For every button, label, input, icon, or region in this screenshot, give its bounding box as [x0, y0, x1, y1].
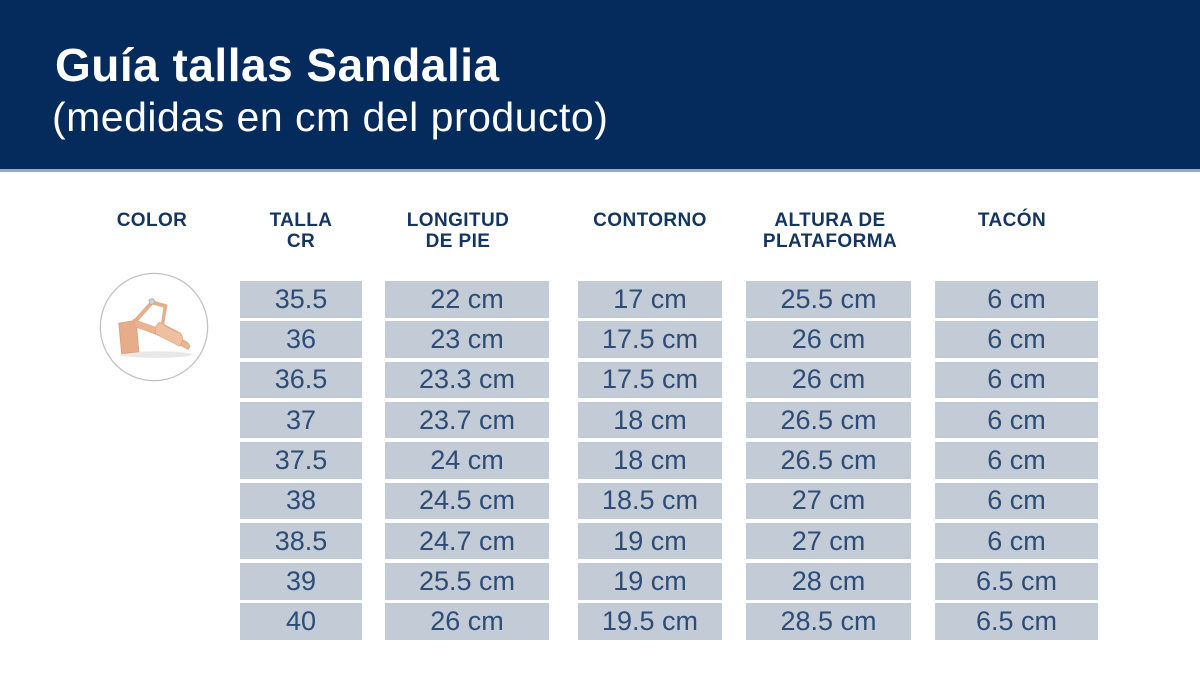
column-header-longitud: LONGITUD DE PIE — [406, 210, 510, 252]
size-cell-row4-col3: 26.5 cm — [746, 442, 911, 479]
page-subtitle: (medidas en cm del producto) — [52, 94, 609, 140]
size-cell-row2-col1: 23.3 cm — [385, 361, 549, 399]
size-cell-row4-col1: 24 cm — [385, 442, 549, 479]
size-cell-row1-col3: 26 cm — [746, 321, 911, 358]
size-cell-row7-col2: 19 cm — [578, 563, 722, 600]
sandal-photo — [99, 272, 209, 382]
vamp-strap — [154, 321, 183, 347]
size-cell-row4-col0: 37.5 — [240, 442, 362, 479]
size-cell-row6-col0: 38.5 — [240, 522, 362, 560]
header-band: Guía tallas Sandalia (medidas en cm del … — [0, 0, 1200, 172]
size-cell-row4-col4: 6 cm — [935, 442, 1098, 479]
size-cell-row3-col4: 6 cm — [935, 401, 1098, 439]
size-cell-row0-col0: 35.5 — [240, 281, 362, 318]
size-cell-row8-col2: 19.5 cm — [578, 603, 722, 640]
size-cell-row8-col0: 40 — [240, 603, 362, 640]
size-cell-row0-col1: 22 cm — [385, 281, 549, 318]
size-cell-row2-col4: 6 cm — [935, 361, 1098, 399]
size-cell-row2-col2: 17.5 cm — [578, 361, 722, 399]
size-cell-row3-col3: 26.5 cm — [746, 401, 911, 439]
size-cell-row7-col0: 39 — [240, 563, 362, 600]
column-header-contorno: CONTORNO — [593, 210, 707, 231]
size-cell-row6-col4: 6 cm — [935, 522, 1098, 560]
page-title: Guía tallas Sandalia — [55, 39, 500, 91]
size-cell-row0-col2: 17 cm — [578, 281, 722, 318]
size-cell-row7-col3: 28 cm — [746, 563, 911, 600]
size-cell-row5-col2: 18.5 cm — [578, 482, 722, 519]
vamp-fold-line — [163, 324, 178, 334]
size-cell-row7-col4: 6.5 cm — [935, 563, 1098, 600]
size-cell-row5-col1: 24.5 cm — [385, 482, 549, 519]
heel-block — [118, 319, 140, 355]
size-cell-row1-col4: 6 cm — [935, 321, 1098, 358]
size-cell-row6-col2: 19 cm — [578, 522, 722, 560]
size-cell-row1-col0: 36 — [240, 321, 362, 358]
size-cell-row6-col3: 27 cm — [746, 522, 911, 560]
size-cell-row8-col4: 6.5 cm — [935, 603, 1098, 640]
size-cell-row5-col0: 38 — [240, 482, 362, 519]
size-cell-row3-col2: 18 cm — [578, 401, 722, 439]
size-cell-row4-col2: 18 cm — [578, 442, 722, 479]
size-cell-row2-col0: 36.5 — [240, 361, 362, 399]
column-header-talla-cr: TALLA CR — [269, 210, 333, 252]
size-cell-row1-col2: 17.5 cm — [578, 321, 722, 358]
size-cell-row3-col1: 23.7 cm — [385, 401, 549, 439]
size-cell-row3-col0: 37 — [240, 401, 362, 439]
column-header-color: COLOR — [116, 210, 188, 231]
size-cell-row8-col3: 28.5 cm — [746, 603, 911, 640]
size-cell-row8-col1: 26 cm — [385, 603, 549, 640]
size-cell-row2-col3: 26 cm — [746, 361, 911, 399]
size-cell-row5-col3: 27 cm — [746, 482, 911, 519]
column-header-plataforma: ALTURA DE PLATAFORMA — [762, 210, 898, 252]
size-cell-row5-col4: 6 cm — [935, 482, 1098, 519]
size-cell-row6-col1: 24.7 cm — [385, 522, 549, 560]
size-cell-row1-col1: 23 cm — [385, 321, 549, 358]
size-cell-row0-col4: 6 cm — [935, 281, 1098, 318]
column-header-tacon: TACÓN — [977, 210, 1047, 231]
front-strap-riser — [160, 304, 168, 326]
buckle-icon — [148, 298, 156, 305]
shoe-shadow — [119, 351, 192, 358]
size-cell-row0-col3: 25.5 cm — [746, 281, 911, 318]
size-cell-row7-col1: 25.5 cm — [385, 563, 549, 600]
